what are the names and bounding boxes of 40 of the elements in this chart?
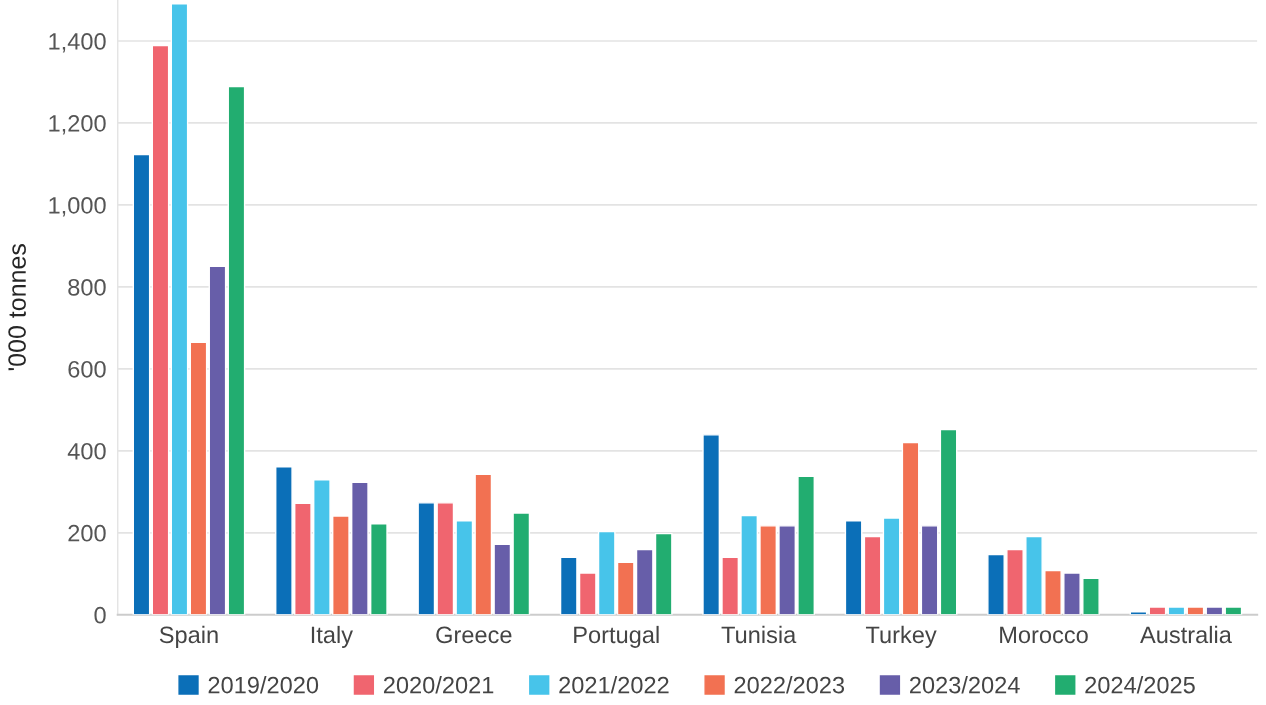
bar [844, 520, 863, 615]
bar [151, 44, 170, 615]
x-tick-label: Tunisia [721, 625, 797, 644]
legend-label: 2022/2023 [734, 676, 845, 694]
x-tick-label: Australia [1140, 625, 1232, 644]
y-tick-label: 400 [67, 442, 106, 460]
bar [1167, 606, 1186, 615]
bar [1205, 606, 1224, 615]
bar [227, 85, 246, 615]
bar [170, 2, 189, 615]
bar [208, 265, 227, 615]
y-tick-label: 1,200 [49, 115, 106, 135]
legend-label: 2019/2020 [208, 676, 319, 694]
bar [132, 153, 151, 615]
x-tick-label: Turkey [865, 625, 937, 648]
bar [1186, 606, 1205, 615]
bar [1148, 606, 1167, 615]
legend-label: 2024/2025 [1085, 676, 1195, 694]
y-axis-title: '000 tonnes [8, 244, 26, 371]
bar [882, 517, 901, 615]
legend-label: 2023/2024 [910, 676, 1020, 694]
x-tick-label: Italy [311, 625, 353, 648]
bar [189, 341, 208, 615]
x-tick-label: Portugal [574, 625, 659, 648]
legend-label: 2020/2021 [383, 676, 494, 694]
y-tick-label: 600 [68, 360, 106, 378]
y-tick-label: 1,400 [49, 33, 106, 53]
bar [1224, 606, 1243, 615]
y-tick-label: 200 [68, 524, 106, 542]
x-tick-label: Morocco [1000, 626, 1088, 644]
x-tick-label: Spain [159, 625, 218, 648]
y-tick-label: 800 [68, 278, 106, 296]
y-tick-label: 0 [94, 606, 106, 624]
bar [920, 525, 939, 615]
legend-label: 2021/2022 [559, 676, 669, 694]
y-tick-label: 1,000 [49, 196, 106, 217]
bar [939, 428, 958, 615]
x-tick-label: Greece [436, 626, 512, 644]
bar [863, 535, 882, 615]
bar [901, 441, 920, 615]
